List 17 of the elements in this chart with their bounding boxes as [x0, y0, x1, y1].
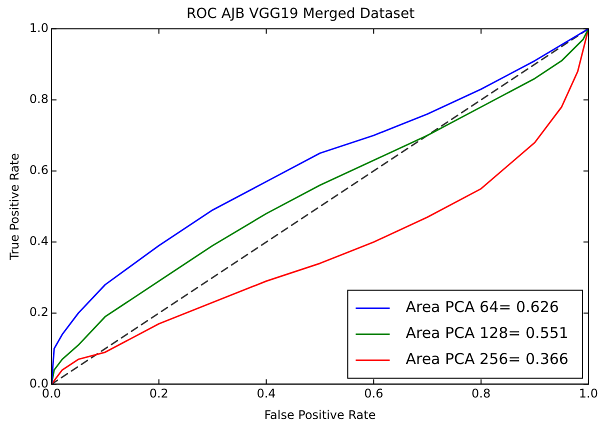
x-tick-label: 0.6 — [364, 386, 384, 401]
x-axis-title: False Positive Rate — [264, 408, 376, 422]
legend-label: Area PCA 64= 0.626 — [406, 298, 559, 316]
x-tick-label: 1.0 — [578, 386, 598, 401]
x-tick-label: 0.4 — [256, 386, 276, 401]
x-tick-label: 0.8 — [472, 386, 491, 401]
legend-label: Area PCA 128= 0.551 — [406, 324, 568, 342]
chart-title: ROC AJB VGG19 Merged Dataset — [186, 6, 416, 22]
legend-label: Area PCA 256= 0.366 — [406, 350, 568, 368]
x-tick-label: 0.0 — [42, 386, 62, 401]
y-tick-label: 1.0 — [29, 20, 48, 35]
y-tick-label: 0.6 — [29, 163, 48, 178]
y-axis-title: True Positive Rate — [7, 153, 22, 261]
y-tick-label: 0.4 — [29, 234, 48, 248]
x-tick-label: 0.2 — [149, 386, 168, 401]
y-tick-label: 0.2 — [29, 305, 48, 320]
y-tick-label: 0.8 — [29, 92, 48, 106]
